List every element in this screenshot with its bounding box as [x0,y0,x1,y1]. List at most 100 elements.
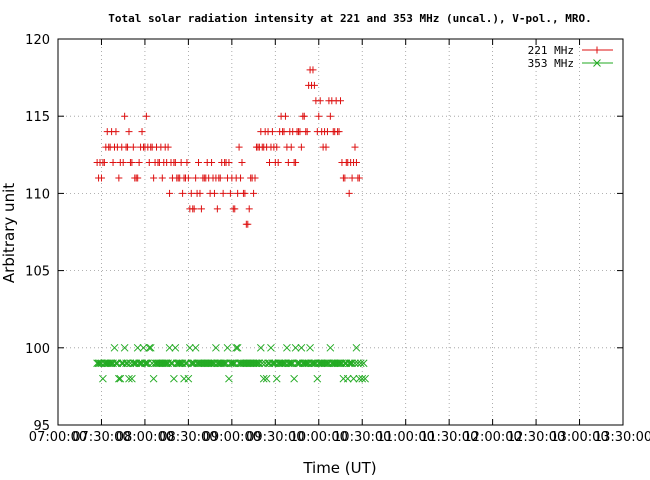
data-point [233,343,242,352]
data-point [196,189,204,197]
data-point [125,128,133,136]
data-point [94,359,103,368]
x-tick-label: 08:30:00 [159,430,217,445]
y-axis-label: Arbitrary unit [0,183,18,283]
data-point [129,143,137,151]
data-point [164,143,172,151]
data-point [223,343,232,352]
data-point [216,174,224,182]
data-point [313,374,322,383]
data-point [120,343,129,352]
data-point [150,174,158,182]
data-point [303,128,311,136]
data-point [241,189,249,197]
data-point [133,343,142,352]
x-tick-label: 09:00:00 [203,430,261,445]
data-point [283,343,291,352]
data-point [354,359,362,368]
data-point [138,128,146,136]
data-point [274,159,282,167]
data-point [191,343,200,352]
data-point [165,343,174,352]
y-tick-label: 110 [25,187,50,202]
data-point [225,159,233,167]
plot-frame [57,38,624,426]
data-point [100,159,108,167]
data-point [187,359,196,368]
data-point [146,343,155,352]
data-point [125,374,133,383]
data-point [326,112,334,120]
data-point [167,359,175,368]
data-point [293,359,301,368]
data-point [335,359,343,368]
chart-title: Total solar radiation intensity at 221 a… [108,12,591,25]
data-point [322,143,330,151]
data-point [121,112,129,120]
data-point [229,359,238,368]
data-point [119,159,127,167]
data-point [258,359,267,368]
data-point [341,174,349,182]
data-point [345,359,354,368]
data-point [99,374,107,383]
data-point [210,189,218,197]
x-tick-label: 13:00:00 [550,430,608,445]
data-point [181,359,190,368]
data-point [272,374,281,383]
x-tick-label: 10:30:00 [333,430,391,445]
data-point [251,174,259,182]
data-point [207,359,216,368]
data-point [255,359,264,368]
y-tick-label: 105 [25,265,50,280]
data-point [161,359,170,368]
data-point [349,374,358,383]
x-tick-label: 09:30:00 [246,430,304,445]
data-point [358,374,367,383]
data-point [297,343,306,352]
data-point [297,143,305,151]
data-point [141,359,149,368]
data-point [139,343,148,352]
y-tick-labels: 95 100 105 110 115 120 [25,33,50,434]
data-point [112,359,120,368]
data-point [343,374,352,383]
data-point [309,66,317,74]
data-point [114,374,123,383]
data-point [290,374,298,383]
data-point [256,343,265,352]
data-point [179,189,187,197]
x-tick-label: 11:00:00 [376,430,434,445]
data-point [287,359,296,368]
data-point [315,112,323,120]
data-point [301,359,310,368]
data-point [142,112,150,120]
legend-label: 221 MHz [528,44,574,57]
data-point [170,374,178,383]
data-point [142,359,151,368]
data-point [262,374,271,383]
data-point [97,174,105,182]
data-point [285,359,294,368]
data-point [352,343,361,352]
x-tick-label: 07:00:00 [29,430,87,445]
data-point [166,189,174,197]
data-point [237,174,245,182]
data-point [128,159,136,167]
data-point [326,343,335,352]
data-point [351,143,359,151]
data-point [219,359,228,368]
series-353-mhz [93,343,369,383]
data-point [175,359,184,368]
legend-label: 353 MHz [528,57,574,70]
data-point [238,159,246,167]
data-point [226,189,234,197]
data-point [335,128,343,136]
data-points [93,66,369,383]
data-point [184,374,193,383]
data-point [361,374,369,383]
data-point [355,174,363,182]
data-point [149,374,158,383]
data-point [281,112,289,120]
